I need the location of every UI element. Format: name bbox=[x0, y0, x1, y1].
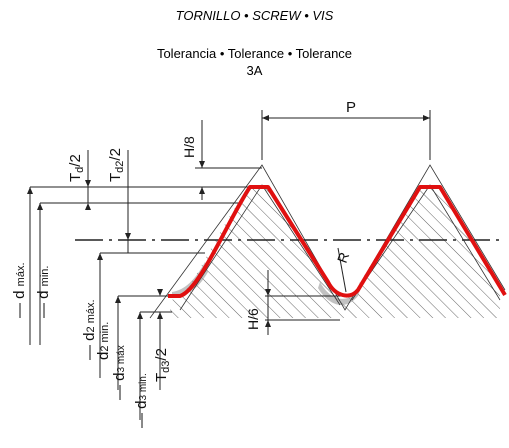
svg-text:Td2/2: Td2/2 bbox=[107, 148, 126, 182]
h8-label: H/8 bbox=[181, 136, 197, 158]
svg-text:— d3 min.: — d3 min. bbox=[133, 373, 150, 428]
svg-text:H/6: H/6 bbox=[245, 308, 261, 330]
svg-text:— d3 máx: — d3 máx bbox=[111, 345, 128, 400]
svg-text:— d2 máx.: — d2 máx. bbox=[81, 299, 98, 360]
root-shading-center bbox=[318, 282, 360, 305]
tolerance-subtitle: Tolerancia • Tolerance • Tolerance bbox=[156, 46, 353, 61]
svg-text:— d máx.: — d máx. bbox=[11, 262, 28, 318]
tolerance-grade: 3A bbox=[246, 63, 263, 78]
thread-profile-red bbox=[168, 185, 507, 298]
radius-leader bbox=[337, 247, 347, 293]
radius-label: R bbox=[334, 250, 352, 265]
d-min-label: — d min. bbox=[35, 266, 52, 318]
d2-min-label: d2 min. bbox=[95, 322, 112, 360]
d-max-label: — d máx. bbox=[11, 262, 28, 318]
svg-text:H/8: H/8 bbox=[181, 136, 197, 158]
td2-label: Td2/2 bbox=[107, 148, 126, 182]
svg-text:Td3/2: Td3/2 bbox=[153, 348, 172, 382]
td-label: Td/2 bbox=[67, 154, 86, 182]
basic-profile-line bbox=[149, 164, 506, 319]
d3-max-label: — d3 máx bbox=[111, 345, 128, 400]
svg-text:d2 min.: d2 min. bbox=[95, 322, 112, 360]
pitch-label: P bbox=[346, 99, 356, 116]
td3-label: Td3/2 bbox=[153, 348, 172, 382]
svg-text:— d min.: — d min. bbox=[35, 266, 52, 318]
d3-min-label: — d3 min. bbox=[133, 373, 150, 428]
svg-text:Td/2: Td/2 bbox=[67, 154, 86, 182]
thread-body-hatch bbox=[170, 185, 500, 318]
diagram-title: TORNILLO • SCREW • VIS bbox=[175, 8, 334, 23]
d2-max-label: — d2 máx. bbox=[81, 299, 98, 360]
h6-label: H/6 bbox=[245, 308, 261, 330]
